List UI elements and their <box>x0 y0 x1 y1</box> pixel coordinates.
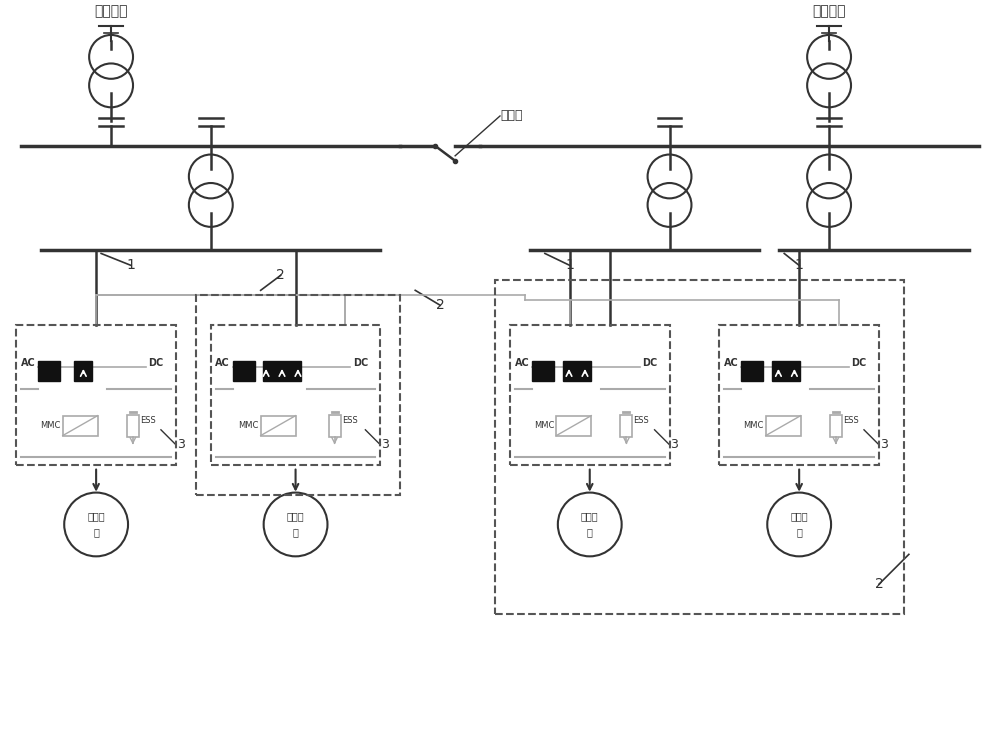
Bar <box>263 361 301 381</box>
Bar <box>772 361 800 381</box>
Text: 2: 2 <box>436 298 445 313</box>
Text: ESS: ESS <box>342 416 357 425</box>
Bar <box>556 416 591 436</box>
Text: 微电网: 微电网 <box>790 511 808 522</box>
Text: DC: DC <box>148 358 164 368</box>
Bar <box>830 414 842 436</box>
Bar <box>563 361 591 381</box>
Text: MMC: MMC <box>534 421 554 430</box>
Text: DC: DC <box>851 358 867 368</box>
Text: AC: AC <box>21 358 36 368</box>
Text: MMC: MMC <box>40 421 60 430</box>
Text: ESS: ESS <box>843 416 859 425</box>
Text: DC: DC <box>353 358 368 368</box>
Text: ESS: ESS <box>140 416 156 425</box>
Bar <box>38 361 60 381</box>
Bar <box>766 416 801 436</box>
Text: 2: 2 <box>875 578 883 591</box>
Text: 二: 二 <box>293 528 299 538</box>
Text: ESS: ESS <box>634 416 649 425</box>
Text: AC: AC <box>215 358 230 368</box>
Text: 2: 2 <box>276 268 285 282</box>
Bar <box>329 414 341 436</box>
Bar <box>211 325 380 464</box>
Text: 微电网: 微电网 <box>287 511 304 522</box>
Text: 3: 3 <box>177 438 185 451</box>
Text: 1: 1 <box>565 258 574 273</box>
Text: 1: 1 <box>127 258 135 273</box>
Bar <box>127 414 139 436</box>
Text: 微电网: 微电网 <box>581 511 599 522</box>
Bar <box>233 361 255 381</box>
Text: 上级电网: 上级电网 <box>812 5 846 18</box>
Bar <box>196 295 400 495</box>
Text: 3: 3 <box>880 438 888 451</box>
Text: 一: 一 <box>93 528 99 538</box>
Text: 断路器: 断路器 <box>500 109 522 122</box>
Text: 3: 3 <box>381 438 389 451</box>
Bar <box>741 361 763 381</box>
Bar <box>16 325 176 464</box>
Text: AC: AC <box>724 358 739 368</box>
Bar <box>719 325 879 464</box>
Text: DC: DC <box>642 358 657 368</box>
Bar <box>620 414 632 436</box>
Text: 微电网: 微电网 <box>87 511 105 522</box>
Bar <box>63 416 98 436</box>
Bar <box>510 325 670 464</box>
Text: 四: 四 <box>796 528 802 538</box>
Text: MMC: MMC <box>743 421 763 430</box>
Bar <box>495 280 904 614</box>
Text: MMC: MMC <box>238 421 258 430</box>
Text: 上级电网: 上级电网 <box>94 5 128 18</box>
Bar <box>261 416 296 436</box>
Text: 1: 1 <box>795 258 804 273</box>
Text: 3: 3 <box>671 438 678 451</box>
Text: AC: AC <box>515 358 529 368</box>
Bar <box>532 361 554 381</box>
Bar <box>74 361 92 381</box>
Text: 三: 三 <box>587 528 593 538</box>
